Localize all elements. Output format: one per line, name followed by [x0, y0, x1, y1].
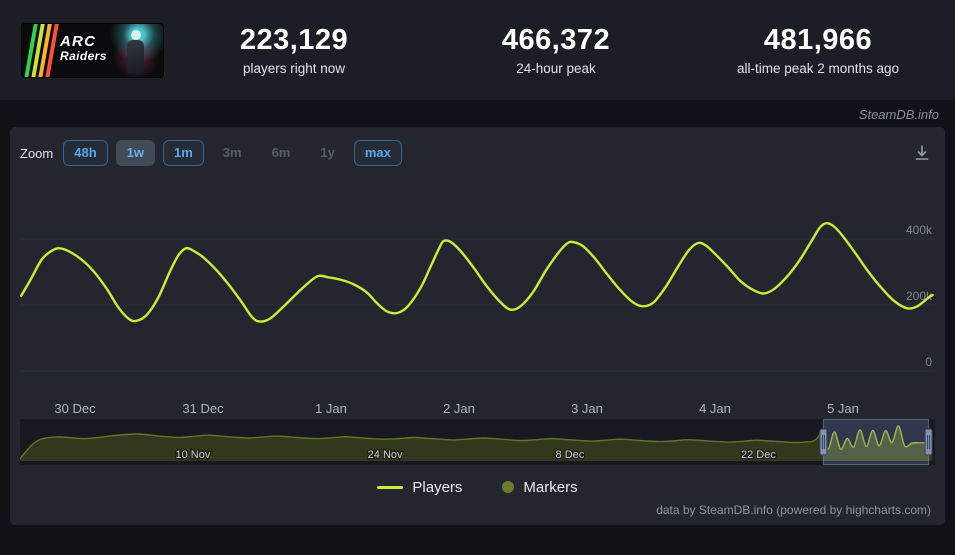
x-axis-label: 31 Dec [182, 401, 224, 416]
alltime-peak-label: all-time peak 2 months ago [736, 61, 900, 76]
credits[interactable]: data by SteamDB.info (powered by highcha… [656, 503, 931, 517]
zoom-48h-button[interactable]: 48h [63, 140, 108, 166]
navigator-line [19, 425, 933, 460]
legend-markers[interactable]: Markers [502, 478, 578, 496]
stat-24h-peak: 466,372 24-hour peak [425, 24, 687, 76]
navigator-mask-left [20, 419, 824, 465]
zoom-label: Zoom [20, 145, 54, 161]
zoom-1m-button[interactable]: 1m [162, 140, 204, 166]
capsule-character-art [109, 23, 163, 77]
x-axis-label: 30 Dec [54, 401, 96, 416]
zoom-1y-button: 1y [309, 140, 345, 166]
navigator-handle-left[interactable] [819, 428, 828, 456]
game-capsule[interactable]: ARC Raiders [22, 23, 163, 77]
peak-24h-value: 466,372 [501, 24, 611, 56]
peak-24h-label: 24-hour peak [516, 61, 596, 76]
x-axis-label: 3 Jan [571, 401, 603, 416]
zoom-6m-button: 6m [261, 140, 302, 166]
zoom-3m-button: 3m [212, 140, 253, 166]
navigator-date-label: 24 Nov [368, 449, 403, 461]
legend-players[interactable]: Players [377, 479, 462, 496]
legend-markers-label: Markers [523, 478, 578, 496]
steamdb-watermark: SteamDB.info [858, 107, 939, 122]
players-now-label: players right now [242, 61, 346, 76]
zoom-max-button[interactable]: max [353, 140, 402, 166]
players-now-value: 223,129 [239, 24, 349, 56]
players-line-swatch-icon [377, 485, 404, 489]
zoom-1w-button[interactable]: 1w [115, 140, 155, 166]
markers-dot-swatch-icon [502, 481, 515, 493]
y-axis-label: 400k [906, 223, 933, 237]
alltime-peak-value: 481,966 [763, 24, 873, 56]
header: ARC Raiders 223,129 players right now 46… [0, 0, 955, 100]
players-series-line [20, 221, 934, 323]
legend: Players Markers [20, 475, 935, 499]
y-axis-label: 0 [925, 355, 932, 369]
navigator-selection[interactable] [822, 419, 930, 465]
x-axis-label: 2 Jan [443, 401, 475, 416]
navigator[interactable]: 10 Nov 24 Nov 8 Dec 22 Dec [19, 419, 935, 465]
zoom-toolbar: Zoom 48h 1w 1m 3m 6m 1y max [20, 139, 935, 167]
legend-players-label: Players [412, 478, 463, 496]
navigator-date-label: 8 Dec [556, 449, 585, 461]
navigator-handle-right[interactable] [924, 428, 933, 456]
x-axis-label: 4 Jan [699, 401, 731, 416]
game-logo-line1: ARC [60, 32, 97, 50]
stat-alltime-peak: 481,966 all-time peak 2 months ago [687, 24, 949, 76]
main-chart[interactable]: 30 Dec 31 Dec 1 Jan 2 Jan 3 Jan 4 Jan 5 Jan 0 20… [20, 175, 935, 419]
navigator-date-label: 10 Nov [175, 449, 210, 461]
download-icon[interactable] [909, 142, 935, 164]
chart-panel: Zoom 48h 1w 1m 3m 6m 1y max 30 Dec 31 Dec… [10, 127, 945, 525]
x-axis-label: 5 Jan [827, 401, 859, 416]
stats-row: 223,129 players right now 466,372 24-hou… [163, 24, 955, 76]
game-logo-line2: Raiders [60, 48, 107, 63]
stat-players-now: 223,129 players right now [163, 24, 425, 76]
navigator-date-label: 22 Dec [741, 449, 776, 461]
x-axis-label: 1 Jan [315, 401, 347, 416]
navigator-area [20, 425, 933, 461]
game-logo-text: ARC Raiders [60, 32, 107, 63]
